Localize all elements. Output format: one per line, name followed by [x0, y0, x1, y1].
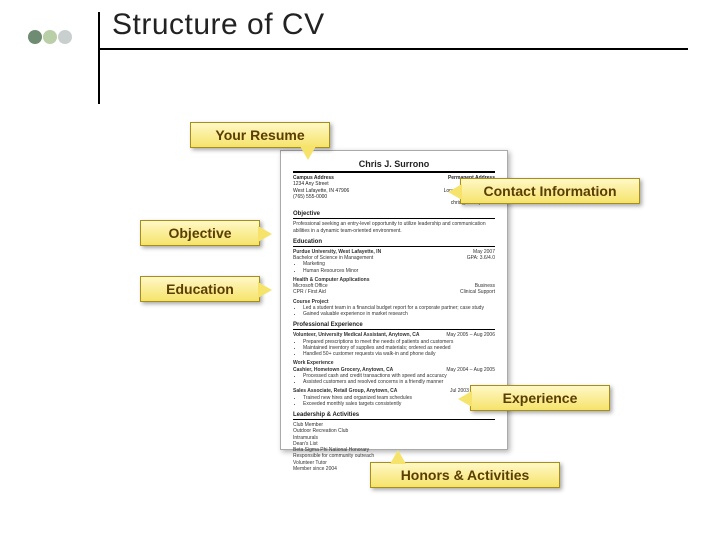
resume-name: Chris J. Surrono [293, 159, 495, 173]
objective-body: Professional seeking an entry-level oppo… [293, 221, 495, 234]
exp-j3: Sales Associate, Retail Group, Anytown, … [293, 388, 397, 394]
objective-heading: Objective [293, 211, 495, 217]
callout-your_resume: Your Resume [190, 122, 330, 148]
edu-minors: Marketing Human Resources Minor [303, 261, 495, 274]
contact-left-l1: 1234 Any Street [293, 181, 329, 187]
education-block: Purdue University, West Lafayette, IN Ma… [293, 249, 495, 318]
edu-gpa: GPA: 3.6/4.0 [467, 255, 495, 261]
list-item: Gained valuable experience in market res… [303, 311, 495, 317]
edu-cert2: CPR / First Aid [293, 289, 326, 295]
edu-proj-list: Led a student team in a financial budget… [303, 305, 495, 318]
exp-j1r: May 2005 – Aug 2006 [446, 332, 495, 338]
education-heading: Education [293, 239, 495, 245]
contact-left-heading: Campus Address [293, 175, 334, 181]
callout-pointer-experience [458, 391, 472, 407]
callout-experience: Experience [470, 385, 610, 411]
list-item: Handled 50+ customer requests via walk-i… [303, 351, 495, 357]
exp-j2h: Work Experience [293, 360, 333, 366]
list-item: Human Resources Minor [303, 268, 495, 274]
slide-title: Structure of CV [112, 8, 325, 42]
contact-left: Campus Address 1234 Any Street West Lafa… [293, 175, 390, 206]
callout-education: Education [140, 276, 260, 302]
decorative-dots [28, 30, 72, 44]
list-item: Assisted customers and resolved concerns… [303, 379, 495, 385]
dot-2 [43, 30, 57, 44]
exp-j1: Volunteer, University Medical Assistant,… [293, 332, 420, 338]
callout-pointer-contact [448, 184, 462, 200]
divider [293, 419, 495, 420]
exp-j2: Cashier, Hometown Grocery, Anytown, CA [293, 367, 393, 373]
callout-contact: Contact Information [460, 178, 640, 204]
callout-pointer-objective [258, 226, 272, 242]
contact-left-l2: West Lafayette, IN 47906 [293, 188, 349, 194]
title-rule-horizontal [98, 48, 688, 50]
slide-header [28, 12, 82, 44]
callout-honors: Honors & Activities [370, 462, 560, 488]
edu-proj-h: Course Project [293, 299, 329, 305]
divider [293, 329, 495, 330]
honors-heading: Leadership & Activities [293, 412, 495, 418]
edu-cert2r: Clinical Support [460, 289, 495, 295]
divider [293, 218, 495, 219]
callout-pointer-your_resume [300, 146, 316, 160]
dot-1 [28, 30, 42, 44]
divider [293, 246, 495, 247]
callout-pointer-honors [390, 450, 406, 464]
exp-j2r: May 2004 – Aug 2005 [446, 367, 495, 373]
diagram-canvas: Chris J. Surrono Campus Address 1234 Any… [0, 80, 720, 540]
callout-objective: Objective [140, 220, 260, 246]
dot-3 [58, 30, 72, 44]
callout-pointer-education [258, 282, 272, 298]
exp-j2-list: Processed cash and credit transactions w… [303, 373, 495, 386]
contact-left-l3: (765) 555-0000 [293, 194, 327, 200]
experience-heading: Professional Experience [293, 322, 495, 328]
exp-j1-list: Prepared prescriptions to meet the needs… [303, 339, 495, 358]
